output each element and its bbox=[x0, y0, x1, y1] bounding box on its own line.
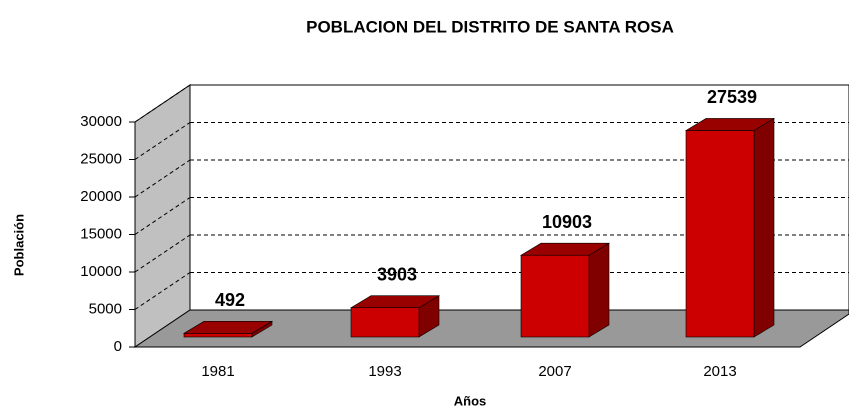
y-tick-label: 15000 bbox=[80, 225, 122, 242]
y-tick-label: 30000 bbox=[80, 113, 122, 130]
bar-top bbox=[684, 118, 776, 131]
x-tick-label: 2013 bbox=[703, 363, 736, 380]
value-label: 27539 bbox=[707, 87, 757, 107]
bar-top bbox=[182, 321, 274, 334]
y-tick-label: 25000 bbox=[80, 150, 122, 167]
value-label: 10903 bbox=[542, 212, 592, 232]
x-tick-label: 1981 bbox=[201, 363, 234, 380]
bar bbox=[183, 333, 253, 338]
floor bbox=[133, 309, 849, 348]
y-tick-label: 5000 bbox=[89, 300, 122, 317]
left-wall bbox=[134, 84, 191, 348]
value-label: 492 bbox=[215, 290, 245, 310]
bar-side bbox=[588, 242, 610, 338]
bar bbox=[685, 130, 755, 338]
chart-title: POBLACION DEL DISTRITO DE SANTA ROSA bbox=[306, 17, 674, 36]
y-tick-label: 0 bbox=[114, 338, 122, 355]
y-tick-label: 10000 bbox=[80, 263, 122, 280]
x-tick-label: 2007 bbox=[538, 363, 571, 380]
bar-side bbox=[753, 117, 775, 338]
x-axis-label: Años bbox=[454, 393, 487, 408]
y-tick-label: 20000 bbox=[80, 188, 122, 205]
bar-top bbox=[519, 242, 611, 256]
bar bbox=[350, 307, 420, 338]
bar bbox=[520, 254, 590, 338]
x-tick-label: 1993 bbox=[368, 363, 401, 380]
bar-top bbox=[349, 295, 441, 309]
y-axis-label: Población bbox=[11, 214, 26, 276]
value-label: 3903 bbox=[377, 264, 417, 284]
